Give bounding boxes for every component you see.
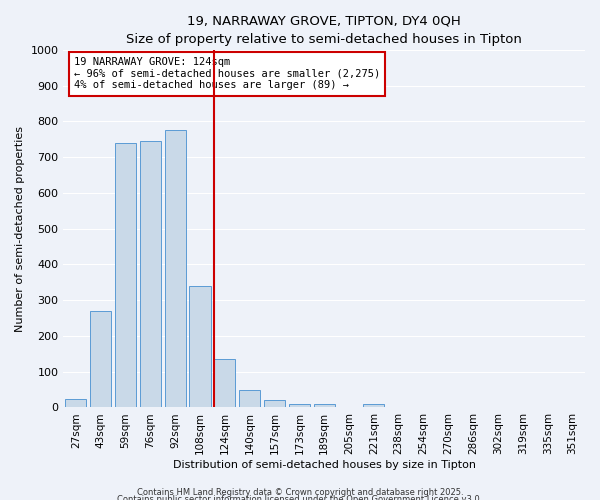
Bar [164,130,186,407]
Text: Contains public sector information licensed under the Open Government Licence v3: Contains public sector information licen… [118,496,482,500]
X-axis label: Distribution of semi-detached houses by size in Tipton: Distribution of semi-detached houses by … [173,460,476,470]
Bar [214,359,235,408]
Bar [364,404,385,407]
Text: Contains HM Land Registry data © Crown copyright and database right 2025.: Contains HM Land Registry data © Crown c… [137,488,463,497]
Bar [115,143,136,407]
Y-axis label: Number of semi-detached properties: Number of semi-detached properties [15,126,25,332]
Title: 19, NARRAWAY GROVE, TIPTON, DY4 0QH
Size of property relative to semi-detached h: 19, NARRAWAY GROVE, TIPTON, DY4 0QH Size… [126,15,522,46]
Bar [289,404,310,407]
Bar [314,404,335,407]
Bar [65,398,86,407]
Text: 19 NARRAWAY GROVE: 124sqm
← 96% of semi-detached houses are smaller (2,275)
4% o: 19 NARRAWAY GROVE: 124sqm ← 96% of semi-… [74,57,380,90]
Bar [140,141,161,407]
Bar [239,390,260,407]
Bar [264,400,285,407]
Bar [190,286,211,408]
Bar [90,311,111,408]
